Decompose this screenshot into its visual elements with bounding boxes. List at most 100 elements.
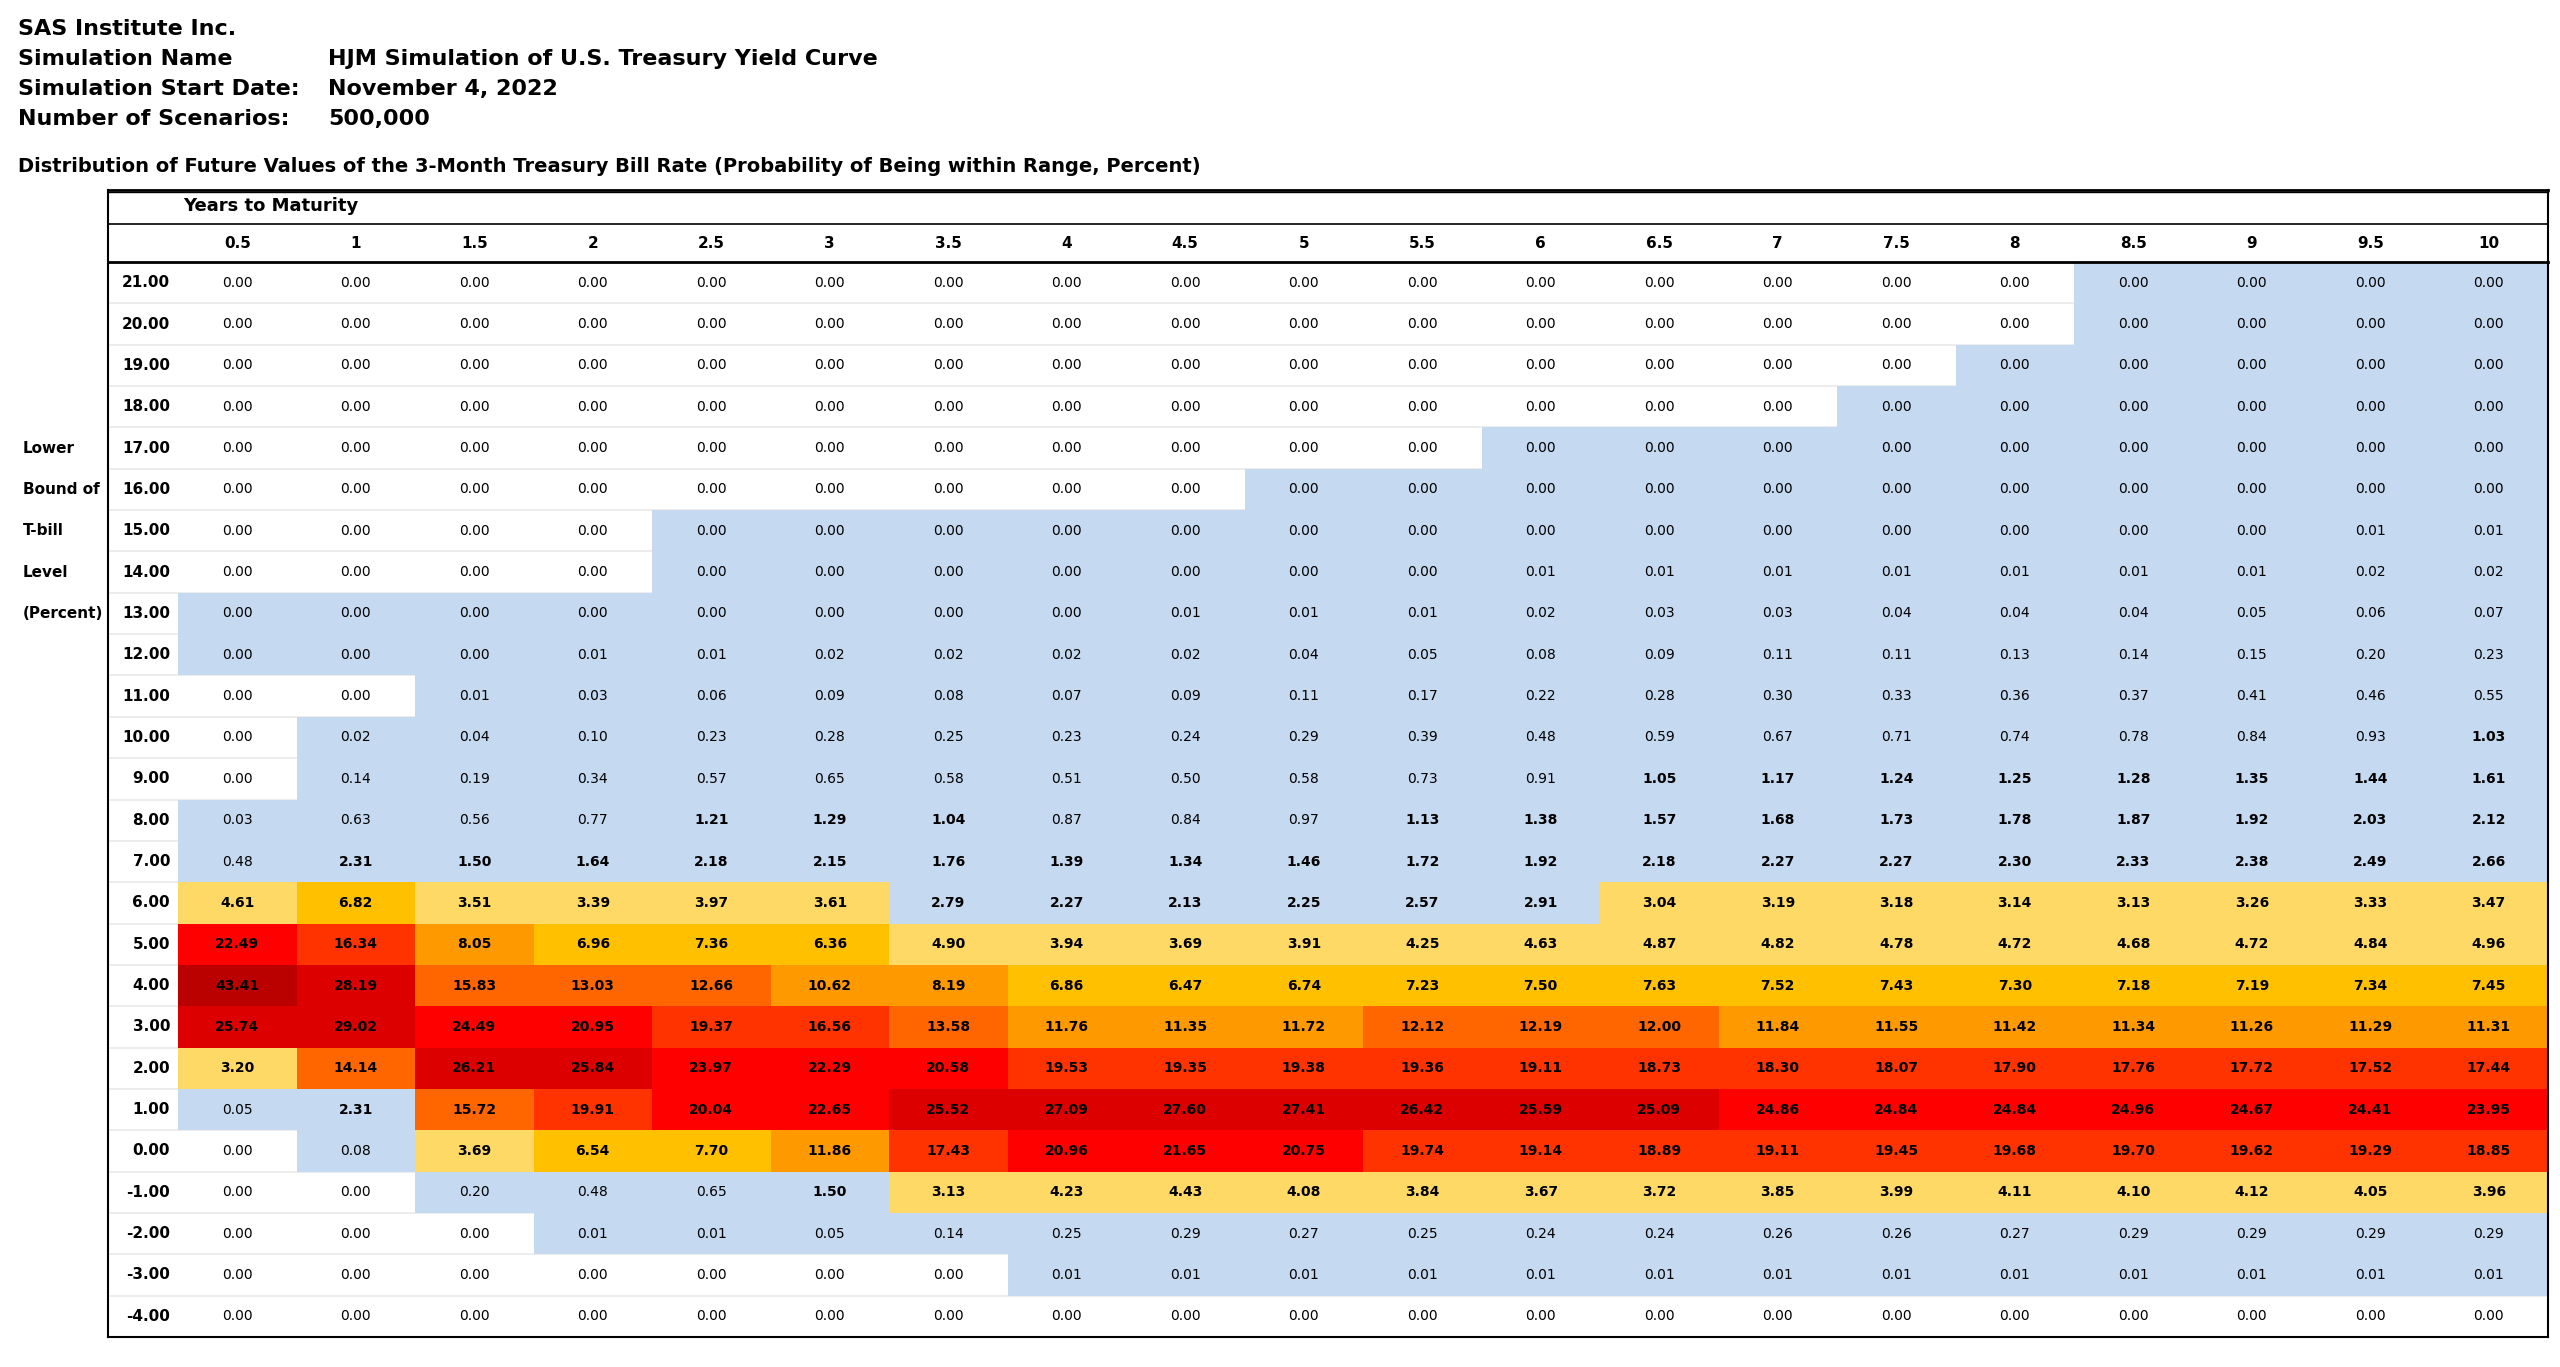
Bar [888,634,1009,675]
Text: 4.90: 4.90 [932,938,965,951]
Bar [1244,800,1362,841]
Text: 0.51: 0.51 [1052,772,1083,786]
Bar [1482,551,1600,593]
Text: 2.13: 2.13 [1167,895,1203,910]
Text: 0.00: 0.00 [458,1226,489,1241]
Bar [1126,924,1244,965]
Text: 0.01: 0.01 [1408,607,1439,621]
Text: 7.43: 7.43 [1879,979,1912,992]
Text: 22.29: 22.29 [809,1061,852,1076]
Text: 7.30: 7.30 [1997,979,2033,992]
Text: 0.07: 0.07 [2473,607,2504,621]
Bar [1009,1047,1126,1089]
Bar [1718,1006,1838,1047]
Text: 0.00: 0.00 [340,317,371,331]
Bar [653,716,771,759]
Bar [1126,1131,1244,1172]
Text: 1.46: 1.46 [1288,854,1321,868]
Bar [1838,1131,1956,1172]
Text: 0.27: 0.27 [1999,1226,2030,1241]
Bar [653,759,771,800]
Text: 0.00: 0.00 [2473,442,2504,455]
Bar [653,675,771,716]
Text: 8.19: 8.19 [932,979,965,992]
Bar [179,593,297,634]
Bar [415,1047,532,1089]
Bar [2312,716,2429,759]
Text: 0.00: 0.00 [932,524,963,537]
Text: 0.00: 0.00 [1644,399,1674,414]
Text: 0.00: 0.00 [1170,524,1201,537]
Text: 0.00: 0.00 [932,565,963,580]
Bar [653,1047,771,1089]
Bar [2191,510,2312,551]
Text: 0.00: 0.00 [2117,483,2148,496]
Text: 4.63: 4.63 [1523,938,1559,951]
Text: 3.61: 3.61 [812,895,847,910]
Text: -3.00: -3.00 [125,1267,169,1282]
Text: 19.11: 19.11 [1756,1144,1800,1158]
Bar [1362,1047,1482,1089]
Text: 0.00: 0.00 [696,607,727,621]
Text: 1.03: 1.03 [2470,730,2506,745]
Text: 0.06: 0.06 [2355,607,2386,621]
Text: 0.00: 0.00 [814,1269,845,1282]
Text: 17.90: 17.90 [1992,1061,2038,1076]
Bar [1126,965,1244,1006]
Text: 7.18: 7.18 [2117,979,2150,992]
Text: 0.09: 0.09 [814,689,845,703]
Text: 11.26: 11.26 [2230,1020,2273,1033]
Bar [1244,841,1362,882]
Text: 0.73: 0.73 [1408,772,1439,786]
Bar [1838,1172,1956,1213]
Text: 8.00: 8.00 [133,812,169,827]
Bar [1838,716,1956,759]
Text: 3: 3 [824,235,835,250]
Text: 20.95: 20.95 [571,1020,614,1033]
Text: 19.35: 19.35 [1162,1061,1208,1076]
Bar [2429,800,2547,841]
Text: 1.38: 1.38 [1523,813,1559,827]
Bar [2312,1255,2429,1296]
Text: 0.25: 0.25 [932,730,963,745]
Bar [1600,965,1718,1006]
Text: 10: 10 [2478,235,2499,250]
Text: 12.00: 12.00 [1638,1020,1682,1033]
Text: 0.00: 0.00 [458,524,489,537]
Text: 0.00: 0.00 [2473,276,2504,290]
Text: Level: Level [23,565,69,580]
Text: 4.00: 4.00 [133,977,169,992]
Bar [2312,759,2429,800]
Text: 0.00: 0.00 [1882,358,1912,372]
Text: 0.29: 0.29 [1170,1226,1201,1241]
Text: 0.25: 0.25 [1408,1226,1439,1241]
Bar [532,634,653,675]
Text: 0.00: 0.00 [1170,317,1201,331]
Text: 0.00: 0.00 [696,1310,727,1323]
Text: 0.65: 0.65 [814,772,845,786]
Bar [1244,1006,1362,1047]
Text: 0.09: 0.09 [1644,648,1674,662]
Text: 0.01: 0.01 [1999,1269,2030,1282]
Text: 0.00: 0.00 [2355,358,2386,372]
Bar [1482,428,1600,469]
Bar [653,1089,771,1131]
Text: 0.00: 0.00 [1761,358,1792,372]
Text: 8.5: 8.5 [2120,235,2148,250]
Bar [2074,1172,2191,1213]
Bar [2191,385,2312,428]
Bar [1838,385,1956,428]
Text: 0.00: 0.00 [2355,442,2386,455]
Text: 0.00: 0.00 [223,607,253,621]
Bar [2312,1089,2429,1131]
Text: 27.60: 27.60 [1162,1103,1208,1117]
Bar [1838,469,1956,510]
Bar [888,924,1009,965]
Bar [1126,800,1244,841]
Text: 1.25: 1.25 [1997,772,2033,786]
Text: 0.00: 0.00 [1999,524,2030,537]
Bar [1009,1172,1126,1213]
Text: 20.96: 20.96 [1044,1144,1088,1158]
Bar [179,634,297,675]
Bar [771,593,888,634]
